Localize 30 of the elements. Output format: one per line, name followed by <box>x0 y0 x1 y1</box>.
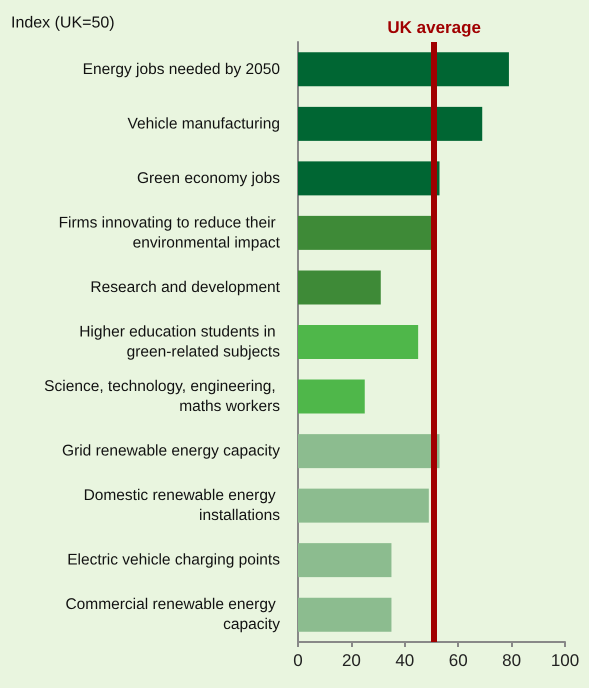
bar <box>298 434 440 468</box>
y-tick-label: Electric vehicle charging points <box>67 552 280 569</box>
x-axis-title: Index (UK=50) <box>11 14 115 32</box>
x-tick-label: 0 <box>293 651 303 670</box>
y-tick-label: Green economy jobs <box>136 170 280 187</box>
bar <box>298 52 509 86</box>
y-tick-label: Grid renewable energy capacity <box>62 442 280 460</box>
y-tick-label: Vehicle manufacturing <box>127 115 280 132</box>
bar <box>298 270 381 304</box>
y-tick-label: Energy jobs needed by 2050 <box>82 60 280 78</box>
bar <box>298 106 482 141</box>
y-tick-label: Domestic renewable energy installations <box>84 487 280 524</box>
bar <box>298 543 392 578</box>
ref-line-label: UK average <box>387 18 481 37</box>
y-tick-label: Higher education students in green-related subjects <box>79 324 280 360</box>
x-tick-label: 40 <box>395 651 414 670</box>
x-tick-label: 100 <box>550 651 580 670</box>
bar <box>298 380 365 414</box>
x-tick-label: 80 <box>502 651 522 670</box>
x-tick-label: 60 <box>448 651 468 670</box>
bar <box>298 488 429 523</box>
y-tick-label: Firms innovating to reduce their environmental impact <box>58 214 281 252</box>
y-tick-label: Commercial renewable energy capacity <box>65 596 280 634</box>
bar <box>298 216 432 250</box>
bar <box>298 161 440 196</box>
y-tick-label: Research and development <box>90 278 281 296</box>
bar <box>298 325 418 359</box>
x-tick-label: 20 <box>342 651 361 670</box>
y-tick-label: Science, technology, engineering, maths workers <box>44 378 280 416</box>
bar <box>298 598 392 632</box>
